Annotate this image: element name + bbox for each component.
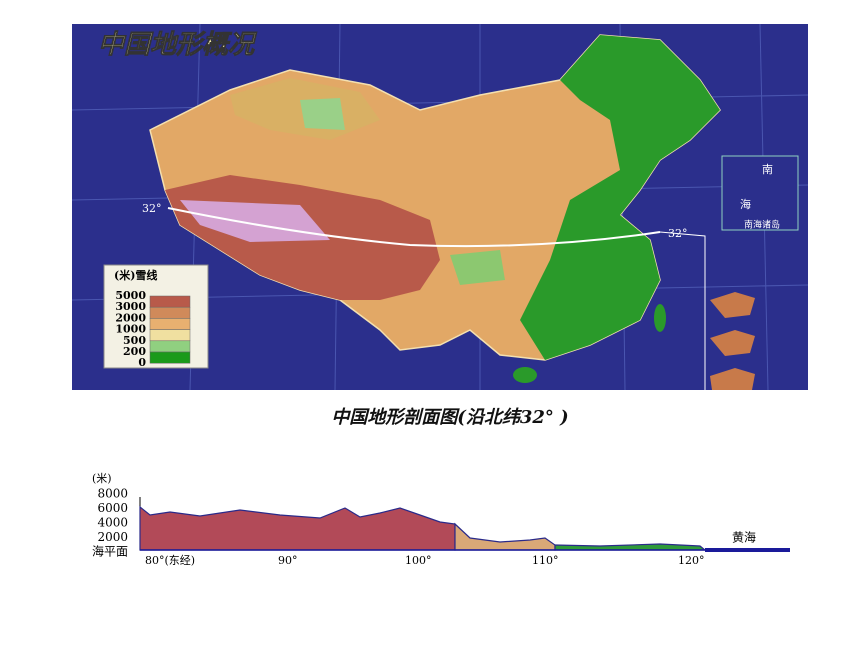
profile-y-label: 4000 <box>97 516 128 530</box>
profile-x-label: 120° <box>678 554 705 567</box>
latitude-leader <box>659 231 706 390</box>
profile-x-label: 90° <box>278 554 298 567</box>
profile-x-labels: 80°(东经) 90° 100° 110° 120° <box>145 554 705 567</box>
eastern-plains <box>520 35 720 360</box>
profile-sea <box>705 548 790 552</box>
legend-swatch <box>149 318 191 330</box>
profile-y-label: 6000 <box>97 501 128 515</box>
latitude-line <box>167 207 661 248</box>
legend-level: 200 <box>123 345 146 358</box>
legend-level: 1000 <box>115 323 146 336</box>
sichuan-basin <box>450 250 505 285</box>
legend-swatch <box>149 340 191 353</box>
lowland <box>300 98 345 130</box>
profile-plain <box>554 543 707 551</box>
snow-region <box>180 200 330 242</box>
legend-level: 500 <box>123 334 146 347</box>
hainan <box>513 367 537 383</box>
profile-y-label: 8000 <box>97 487 128 501</box>
profile-title: 中国地形剖面图(沿北纬32° ) <box>331 407 568 428</box>
sea-label: 黄海 <box>732 530 756 545</box>
legend-swatch <box>149 329 191 342</box>
map-title: 中国地形概况 <box>98 30 258 60</box>
thumbnails <box>710 292 755 390</box>
profile-x-label: 100° <box>405 554 432 567</box>
legend-swatch <box>149 295 191 308</box>
inset-label: 南 <box>762 163 773 176</box>
taiwan <box>654 304 666 332</box>
legend-swatch <box>149 306 191 319</box>
legend-level: 3000 <box>115 300 146 313</box>
inset-frame <box>721 155 799 231</box>
latitude-label: 32° <box>142 202 162 215</box>
legend-level: 5000 <box>115 289 146 302</box>
inset-caption: 南海诸岛 <box>744 219 780 231</box>
legend-title: (米)雪线 <box>114 268 157 282</box>
profile-x-label: 110° <box>532 554 559 567</box>
latitude-label: 32° <box>668 227 688 240</box>
inset-label: 海 <box>740 197 751 211</box>
profile-y-label: 海平面 <box>92 544 128 559</box>
profile-x-label: 80°(东经) <box>145 554 195 567</box>
legend-swatch <box>149 351 191 364</box>
profile-plateau <box>139 505 456 551</box>
profile-y-label: 2000 <box>97 530 128 544</box>
profile-y-unit: (米) <box>92 472 112 485</box>
legend-level: 2000 <box>115 311 146 324</box>
profile-hills <box>454 522 556 551</box>
legend-level: 0 <box>138 356 146 369</box>
